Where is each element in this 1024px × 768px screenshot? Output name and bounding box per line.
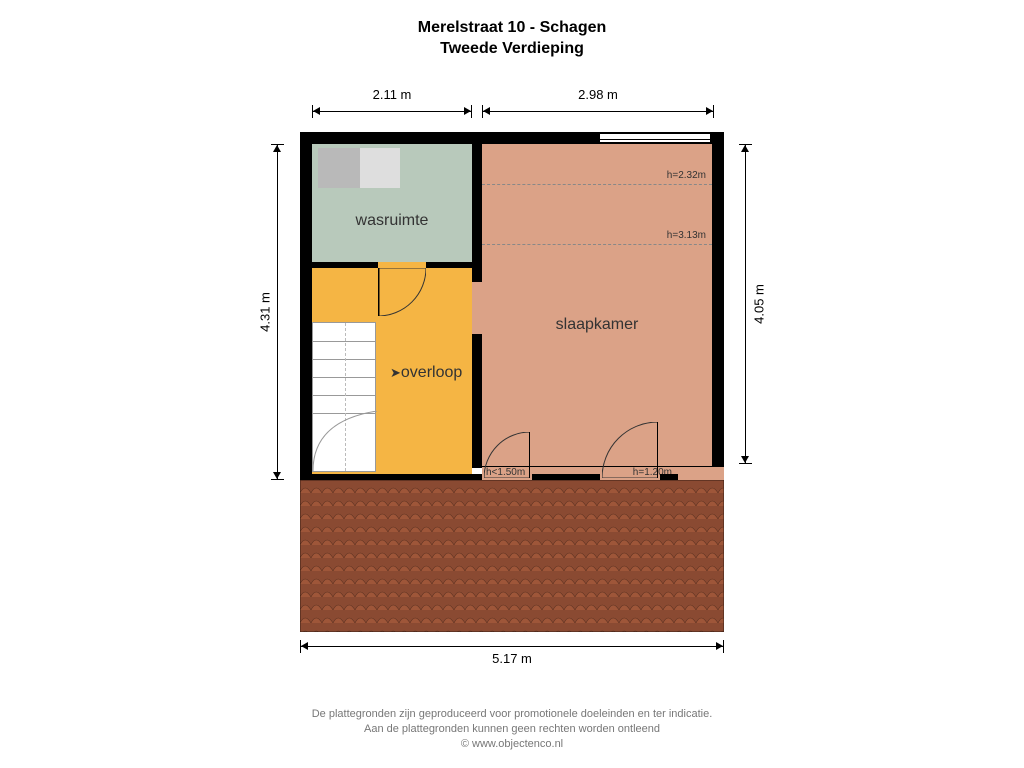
room-label: slaapkamer <box>556 316 639 334</box>
height-line <box>482 184 712 185</box>
page-title: Merelstraat 10 - Schagen Tweede Verdiepi… <box>0 0 1024 60</box>
dimension-label: 2.11 m <box>373 87 412 102</box>
footer-line3: © www.objectenco.nl <box>0 737 1024 752</box>
dimension-top-left: 2.11 m <box>312 102 472 122</box>
appliance <box>360 148 400 188</box>
wall <box>300 132 312 480</box>
dimension-bottom: 5.17 m <box>300 637 724 657</box>
floor-plan: 2.11 m 2.98 m 4.31 m 4.05 m 5.17 m <box>260 82 764 642</box>
room-label: wasruimte <box>356 212 429 230</box>
dimension-label: 5.17 m <box>492 651 532 666</box>
stairs <box>312 322 376 472</box>
footer-line1: De plattegronden zijn geproduceerd voor … <box>0 707 1024 722</box>
title-line2: Tweede Verdieping <box>0 39 1024 60</box>
window-top <box>600 132 710 144</box>
dimension-label: 4.05 m <box>752 284 767 324</box>
overloop-label-text: overloop <box>401 364 462 381</box>
height-label: h=2.32m <box>667 170 706 181</box>
door-opening <box>472 282 482 334</box>
page: Merelstraat 10 - Schagen Tweede Verdiepi… <box>0 0 1024 768</box>
building: wasruimte ➤overloop <box>300 132 724 632</box>
room-wasruimte: wasruimte <box>312 144 472 262</box>
dimension-top-right: 2.98 m <box>482 102 714 122</box>
height-label: h=3.13m <box>667 230 706 241</box>
footer: De plattegronden zijn geproduceerd voor … <box>0 707 1024 752</box>
wall <box>712 132 724 467</box>
dimension-label: 4.31 m <box>258 292 273 332</box>
dimension-left: 4.31 m <box>268 144 288 480</box>
room-slaapkamer: slaapkamer h=2.32m h=3.13m <box>482 144 712 466</box>
door-arc <box>484 432 530 478</box>
door-arc <box>602 422 658 478</box>
title-line1: Merelstraat 10 - Schagen <box>0 18 1024 39</box>
room-label: ➤overloop <box>390 364 462 382</box>
door-arc <box>378 268 426 316</box>
roof-tiles <box>300 480 724 632</box>
dimension-right: 4.05 m <box>736 144 756 464</box>
dimension-label: 2.98 m <box>578 87 618 102</box>
footer-line2: Aan de plattegronden kunnen geen rechten… <box>0 722 1024 737</box>
roof <box>300 480 724 632</box>
appliance <box>318 148 360 188</box>
height-line <box>482 244 712 245</box>
